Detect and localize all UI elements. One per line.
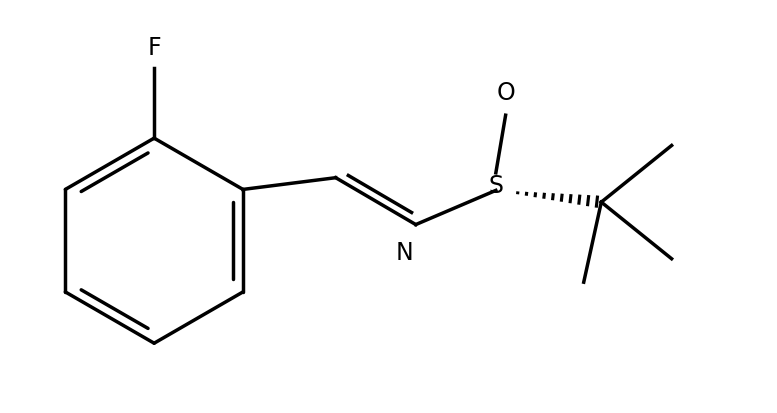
Text: N: N [395, 241, 413, 265]
Text: O: O [497, 81, 515, 105]
Text: F: F [148, 36, 161, 60]
Text: S: S [489, 173, 503, 197]
